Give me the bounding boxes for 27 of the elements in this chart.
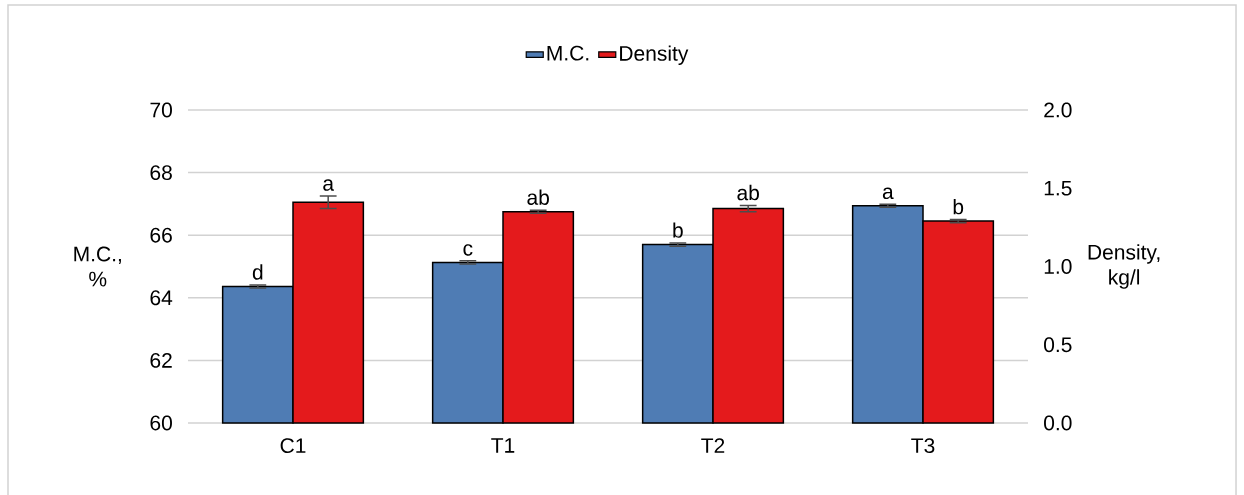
y2-tick-label: 2.0 — [1044, 102, 1072, 118]
data-label: ab — [737, 184, 759, 201]
y-tick-label: 64 — [150, 290, 173, 306]
y-tick-label: 68 — [150, 165, 172, 181]
y-tick-label: 62 — [150, 352, 172, 368]
y2-tick-label: 0.5 — [1044, 337, 1072, 353]
data-label: b — [673, 222, 683, 238]
y-tick-label: 60 — [150, 415, 172, 431]
data-label: b — [953, 198, 964, 215]
data-label: a — [882, 187, 894, 200]
x-tick-label: T3 — [911, 438, 935, 454]
data-label: d — [252, 264, 263, 280]
y2-tick-label: 1.5 — [1044, 180, 1072, 196]
y-tick-label: 66 — [150, 227, 172, 243]
y2-tick-label: 1.0 — [1044, 259, 1072, 274]
x-tick-label: T2 — [701, 438, 725, 453]
legend-label: Density — [620, 45, 689, 66]
y-tick-label: 70 — [150, 102, 172, 118]
legend-label: M.C. — [547, 45, 589, 61]
data-label: c — [463, 244, 473, 256]
y2-axis-title: Density, kg/l — [1088, 244, 1160, 289]
y-axis-title: M.C., % — [74, 246, 121, 287]
data-label: a — [323, 179, 335, 191]
x-tick-label: C1 — [280, 438, 306, 454]
y2-tick-label: 0.0 — [1044, 415, 1072, 431]
x-tick-label: T1 — [491, 438, 515, 453]
data-label: ab — [527, 189, 549, 205]
